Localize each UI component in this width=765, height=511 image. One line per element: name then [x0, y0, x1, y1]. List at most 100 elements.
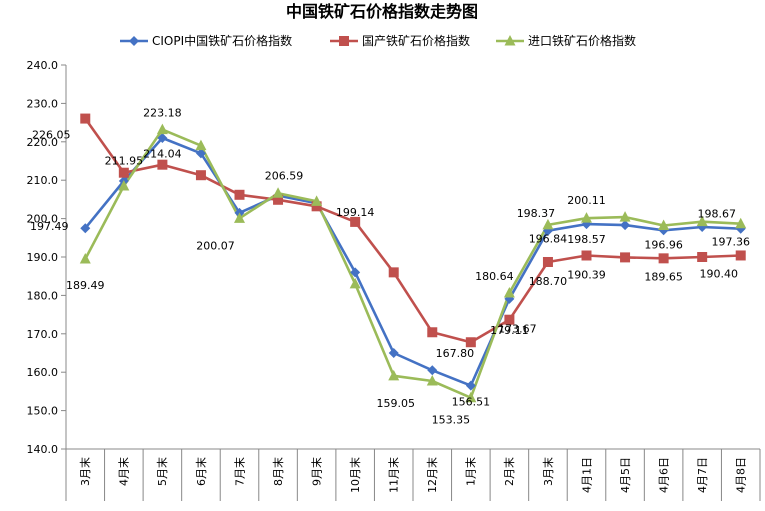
x-tick-label: 12月末 — [425, 457, 439, 493]
point-series2-7 — [349, 277, 361, 289]
data-label: 223.18 — [143, 107, 182, 120]
y-tick-label: 240.0 — [27, 59, 59, 72]
legend-label: CIOPI中国铁矿石价格指数 — [152, 33, 292, 48]
markers — [79, 113, 747, 403]
point-series1-7 — [350, 216, 361, 227]
point-series1-8 — [388, 267, 399, 278]
legend-marker — [129, 36, 139, 46]
point-series2-14 — [619, 211, 631, 222]
point-series0-3 — [195, 148, 206, 159]
x-tick-label: 9月末 — [309, 457, 323, 486]
point-series2-15 — [658, 219, 670, 231]
point-series1-4 — [234, 189, 245, 200]
point-series1-0 — [80, 113, 91, 124]
point-series1-5 — [273, 194, 284, 205]
data-label: 198.67 — [697, 208, 736, 221]
point-series2-1 — [118, 179, 130, 191]
legend: CIOPI中国铁矿石价格指数 国产铁矿石价格指数 进口铁矿石价格指数 — [120, 33, 636, 48]
data-label: 190.40 — [699, 267, 738, 280]
point-series1-2 — [157, 159, 168, 170]
point-series1-10 — [465, 337, 476, 348]
point-series1-6 — [311, 201, 322, 212]
data-label: 189.65 — [644, 270, 683, 283]
point-series2-16 — [696, 215, 708, 227]
point-series1-17 — [735, 250, 746, 261]
y-tick-label: 180.0 — [27, 289, 59, 302]
y-tick-label: 190.0 — [27, 251, 59, 264]
data-label: 173.67 — [498, 323, 537, 336]
x-tick-label: 3月末 — [78, 457, 92, 486]
data-label: 196.96 — [644, 238, 683, 251]
data-label: 226.05 — [32, 129, 71, 142]
point-series1-13 — [581, 250, 592, 261]
data-label: 156.51 — [452, 396, 491, 409]
data-label: 159.05 — [376, 397, 415, 410]
point-series2-6 — [311, 195, 323, 206]
point-series2-9 — [426, 375, 438, 386]
x-tick-label: 4月6日 — [657, 457, 670, 493]
point-series2-4 — [234, 212, 245, 223]
x-tick-label: 8月末 — [271, 457, 285, 486]
point-series2-0 — [79, 252, 91, 264]
point-series0-2 — [157, 132, 168, 143]
point-series2-13 — [581, 212, 592, 223]
x-tick-label: 6月末 — [194, 457, 208, 486]
data-label: 167.80 — [436, 347, 475, 360]
series-line-0 — [84, 136, 741, 387]
y-tick-label: 140.0 — [27, 443, 59, 456]
point-series0-10 — [465, 380, 476, 391]
x-tick-label: 1月末 — [464, 457, 478, 486]
point-series0-7 — [350, 267, 361, 278]
y-tick-label: 150.0 — [27, 405, 59, 418]
data-label: 200.07 — [196, 239, 235, 252]
x-tick-label: 10月末 — [348, 457, 362, 493]
x-tick-label: 4月5日 — [619, 457, 632, 493]
y-tick-label: 170.0 — [27, 328, 59, 341]
series-line-1 — [84, 117, 741, 344]
point-series1-9 — [427, 327, 438, 338]
x-tick-label: 4月末 — [117, 457, 131, 486]
series-lines — [84, 117, 741, 400]
data-label: 200.11 — [567, 194, 606, 207]
series-line-2 — [84, 128, 741, 400]
point-series1-11 — [504, 314, 515, 325]
point-series1-12 — [542, 256, 553, 267]
y-tick-label: 220.0 — [27, 136, 59, 149]
point-series2-11 — [503, 286, 515, 298]
legend-marker — [339, 36, 349, 46]
legend-label: 国产铁矿石价格指数 — [362, 33, 470, 48]
point-series1-15 — [658, 253, 669, 264]
x-tick-label: 4月8日 — [735, 457, 748, 493]
point-series2-5 — [272, 187, 284, 198]
point-series0-14 — [620, 220, 631, 231]
data-label: 206.59 — [265, 169, 304, 182]
data-label: 179.11 — [490, 324, 529, 337]
point-series1-16 — [697, 252, 708, 262]
x-tick-label: 4月7日 — [696, 457, 709, 493]
point-series0-8 — [388, 348, 399, 358]
point-series2-12 — [542, 218, 554, 230]
y-tick-label: 160.0 — [27, 366, 59, 379]
x-tick-label: 11月末 — [387, 457, 401, 493]
data-label: 197.49 — [30, 220, 69, 233]
data-label: 180.64 — [475, 270, 514, 283]
legend-marker — [504, 35, 516, 46]
x-tick-label: 2月末 — [502, 457, 516, 486]
data-label: 199.14 — [336, 206, 375, 219]
data-label: 214.04 — [143, 148, 182, 161]
data-label: 198.57 — [567, 233, 606, 246]
point-series1-3 — [195, 170, 206, 181]
point-series1-1 — [118, 167, 129, 178]
data-label: 188.70 — [529, 275, 568, 288]
point-series0-0 — [80, 223, 91, 234]
data-label: 211.95 — [105, 155, 144, 168]
data-label: 153.35 — [432, 414, 471, 427]
data-label: 198.37 — [517, 207, 556, 220]
x-tick-label: 4月1日 — [580, 457, 593, 493]
point-series2-10 — [465, 391, 477, 403]
point-series0-9 — [427, 365, 438, 376]
point-series2-8 — [388, 369, 400, 381]
legend-label: 进口铁矿石价格指数 — [528, 33, 636, 48]
